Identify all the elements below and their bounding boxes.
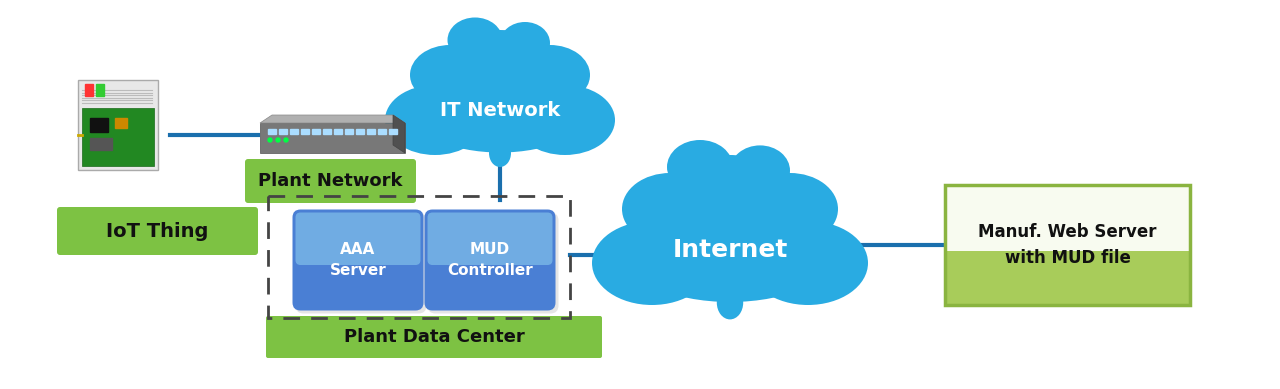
Bar — [115, 118, 127, 128]
Bar — [96, 84, 104, 96]
Text: Manuf. Web Server
with MUD file: Manuf. Web Server with MUD file — [978, 223, 1157, 267]
Bar — [312, 129, 320, 134]
Text: Plant Network: Plant Network — [259, 172, 403, 190]
Bar — [367, 129, 375, 134]
Polygon shape — [260, 115, 404, 123]
FancyBboxPatch shape — [78, 80, 157, 170]
Text: IoT Thing: IoT Thing — [106, 221, 209, 240]
FancyBboxPatch shape — [296, 212, 421, 265]
FancyBboxPatch shape — [260, 123, 404, 153]
Text: Plant Data Center: Plant Data Center — [343, 328, 525, 346]
Bar — [389, 129, 397, 134]
Bar — [84, 84, 93, 96]
Bar — [291, 129, 298, 134]
Polygon shape — [393, 115, 404, 153]
FancyBboxPatch shape — [58, 207, 259, 255]
Circle shape — [284, 138, 288, 142]
Bar — [90, 138, 113, 150]
FancyBboxPatch shape — [428, 212, 553, 265]
FancyBboxPatch shape — [244, 159, 416, 203]
Bar — [279, 129, 287, 134]
FancyBboxPatch shape — [296, 212, 426, 314]
Text: MUD
Controller: MUD Controller — [447, 242, 532, 278]
FancyBboxPatch shape — [293, 210, 424, 310]
FancyBboxPatch shape — [425, 210, 556, 310]
Text: IT Network: IT Network — [440, 100, 561, 119]
Bar — [90, 118, 108, 132]
Text: AAA
Server: AAA Server — [330, 242, 387, 278]
Bar — [356, 129, 364, 134]
Circle shape — [276, 138, 280, 142]
FancyBboxPatch shape — [82, 108, 154, 166]
Bar — [378, 129, 387, 134]
Bar — [323, 129, 332, 134]
FancyBboxPatch shape — [428, 212, 558, 314]
Bar — [334, 129, 342, 134]
Bar — [268, 129, 276, 134]
Circle shape — [268, 138, 273, 142]
FancyBboxPatch shape — [266, 316, 602, 358]
Text: Internet: Internet — [672, 238, 787, 262]
Bar — [346, 129, 353, 134]
FancyBboxPatch shape — [945, 185, 1190, 251]
FancyBboxPatch shape — [945, 251, 1190, 305]
Bar — [301, 129, 308, 134]
